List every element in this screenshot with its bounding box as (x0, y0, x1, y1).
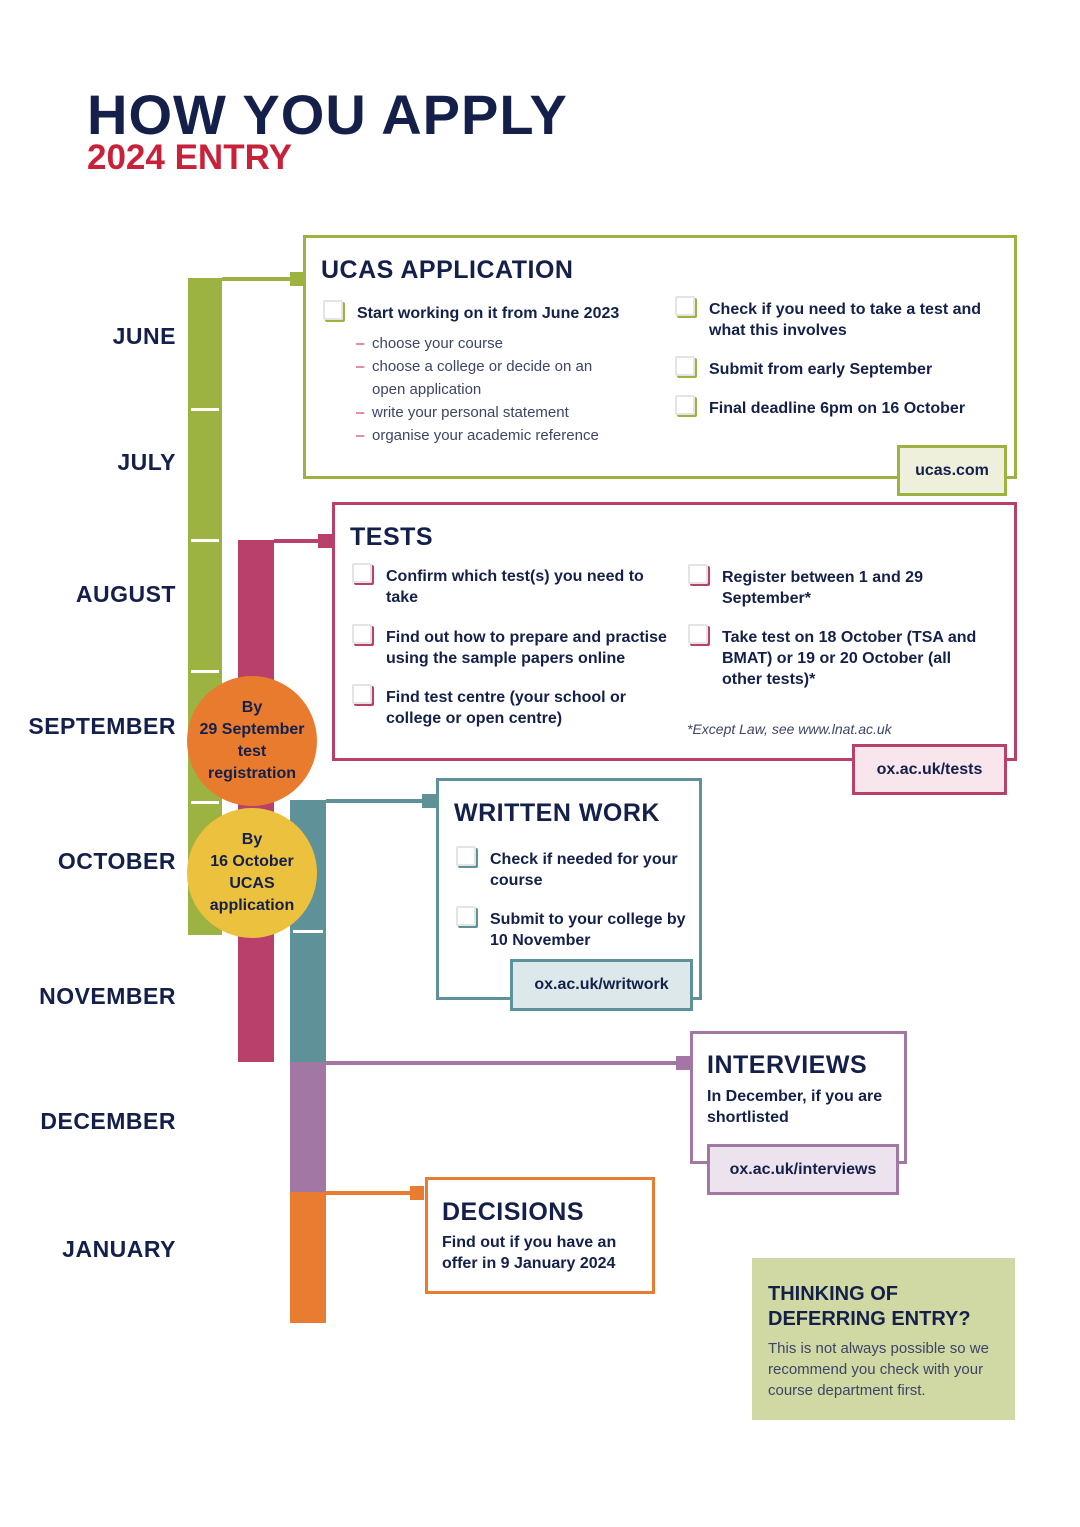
tests-checklist-item[interactable]: Register between 1 and 29 September* (688, 564, 948, 609)
checkbox-icon[interactable] (456, 846, 476, 866)
tests-box: TESTS Confirm which test(s) you need to … (332, 502, 1017, 761)
ucas-checklist-item[interactable]: Check if you need to take a test and wha… (675, 296, 995, 341)
ucas-connector-end (290, 272, 304, 286)
month-january: JANUARY (62, 1236, 176, 1262)
tests-title: TESTS (350, 523, 434, 551)
decisions-title: DECISIONS (442, 1198, 585, 1226)
ucas-connector (222, 277, 296, 281)
checkbox-icon[interactable] (352, 624, 372, 644)
decisions-connector (326, 1191, 416, 1195)
subitem: choose a college or decide on an open ap… (372, 358, 593, 398)
ucas-application-box: UCAS APPLICATION Start working on it fro… (303, 235, 1017, 479)
ucas-title: UCAS APPLICATION (321, 256, 574, 284)
checkbox-icon[interactable] (456, 906, 476, 926)
written-title: WRITTEN WORK (454, 799, 660, 827)
milestone-test-registration: By 29 September test registration (187, 676, 317, 806)
tests-checklist-item[interactable]: Find out how to prepare and practise usi… (352, 624, 672, 669)
ucas-checklist-item[interactable]: Final deadline 6pm on 16 October (675, 395, 995, 419)
checkbox-icon[interactable] (675, 296, 695, 316)
tick (191, 670, 219, 673)
tests-checklist-item[interactable]: Take test on 18 October (TSA and BMAT) o… (688, 624, 988, 690)
tests-connector-end (318, 534, 332, 548)
ucas-subitems: – choose your course – choose a college or… (356, 332, 626, 447)
month-june: JUNE (112, 323, 176, 349)
decisions-timeline-bar (290, 1192, 326, 1323)
interviews-timeline-bar (290, 1062, 326, 1192)
ucas-link[interactable]: ucas.com (897, 445, 1007, 496)
milestone-line: 16 October (210, 853, 294, 870)
tests-connector (274, 539, 324, 543)
item-label: Register between 1 and 29 September* (722, 569, 923, 607)
tests-checklist-item[interactable]: Confirm which test(s) you need to take (352, 563, 652, 608)
interviews-connector (326, 1061, 680, 1065)
decisions-box: DECISIONS Find out if you have an offer … (425, 1177, 655, 1294)
page-title: HOW YOU APPLY (87, 83, 568, 146)
interviews-box: INTERVIEWS In December, if you are short… (690, 1031, 907, 1164)
tick (191, 408, 219, 411)
milestone-ucas-application: By 16 October UCAS application (187, 808, 317, 938)
item-label: Submit from early September (709, 361, 933, 378)
checkbox-icon[interactable] (688, 624, 708, 644)
item-label: Find out how to prepare and practise usi… (386, 629, 667, 667)
tests-link[interactable]: ox.ac.uk/tests (852, 744, 1007, 795)
month-november: NOVEMBER (39, 983, 176, 1009)
milestone-line: registration (207, 765, 296, 782)
milestone-line: UCAS (229, 875, 275, 892)
defer-title: THINKING OF DEFERRING ENTRY? (768, 1283, 971, 1330)
month-july: JULY (117, 449, 176, 475)
written-connector-end (422, 794, 436, 808)
interviews-connector-end (676, 1056, 690, 1070)
milestone-line: By (241, 831, 263, 848)
written-connector (326, 799, 426, 803)
milestone-line: application (209, 897, 295, 914)
subitem: organise your academic reference (372, 427, 599, 444)
interviews-text: In December, if you are shortlisted (707, 1088, 883, 1126)
month-december: DECEMBER (40, 1108, 176, 1134)
subitem: write your personal statement (372, 404, 569, 421)
checkbox-icon[interactable] (323, 300, 343, 320)
ucas-checklist-item[interactable]: Start working on it from June 2023 (323, 300, 653, 324)
checkbox-icon[interactable] (352, 563, 372, 583)
item-label: Check if you need to take a test and wha… (709, 301, 982, 339)
checkbox-icon[interactable] (352, 684, 372, 704)
decisions-text: Find out if you have an offer in 9 Janua… (442, 1234, 617, 1272)
item-label: Take test on 18 October (TSA and BMAT) o… (722, 629, 977, 688)
item-label: Final deadline 6pm on 16 October (709, 400, 966, 417)
interviews-title: INTERVIEWS (707, 1051, 868, 1079)
deferring-entry-box: THINKING OF DEFERRING ENTRY? This is not… (752, 1258, 1015, 1420)
page-subtitle: 2024 ENTRY (87, 138, 292, 177)
item-label: Start working on it from June 2023 (357, 305, 620, 322)
tick (191, 801, 219, 804)
checkbox-icon[interactable] (688, 564, 708, 584)
tests-checklist-item[interactable]: Find test centre (your school or college… (352, 684, 652, 729)
ucas-checklist-item[interactable]: Submit from early September (675, 356, 995, 380)
milestone-line: By (241, 699, 263, 716)
item-label: Confirm which test(s) you need to take (386, 568, 644, 606)
milestone-line: test (237, 743, 267, 760)
tick (191, 539, 219, 542)
written-checklist-item[interactable]: Check if needed for your course (456, 846, 691, 891)
tests-footnote: *Except Law, see www.lnat.ac.uk (687, 721, 892, 737)
checkbox-icon[interactable] (675, 395, 695, 415)
checkbox-icon[interactable] (675, 356, 695, 376)
tick (293, 930, 323, 933)
defer-text: This is not always possible so we recomm… (768, 1340, 989, 1399)
subitem: choose your course (372, 335, 503, 352)
written-checklist-item[interactable]: Submit to your college by 10 November (456, 906, 696, 951)
decisions-connector-end (410, 1186, 424, 1200)
month-october: OCTOBER (57, 848, 176, 874)
item-label: Check if needed for your course (490, 851, 678, 889)
written-work-link[interactable]: ox.ac.uk/writwork (510, 959, 693, 1011)
item-label: Submit to your college by 10 November (490, 911, 686, 949)
interviews-link[interactable]: ox.ac.uk/interviews (707, 1144, 899, 1195)
month-august: AUGUST (75, 581, 176, 607)
month-september: SEPTEMBER (28, 713, 176, 739)
item-label: Find test centre (your school or college… (386, 689, 627, 727)
milestone-line: 29 September (199, 721, 305, 738)
